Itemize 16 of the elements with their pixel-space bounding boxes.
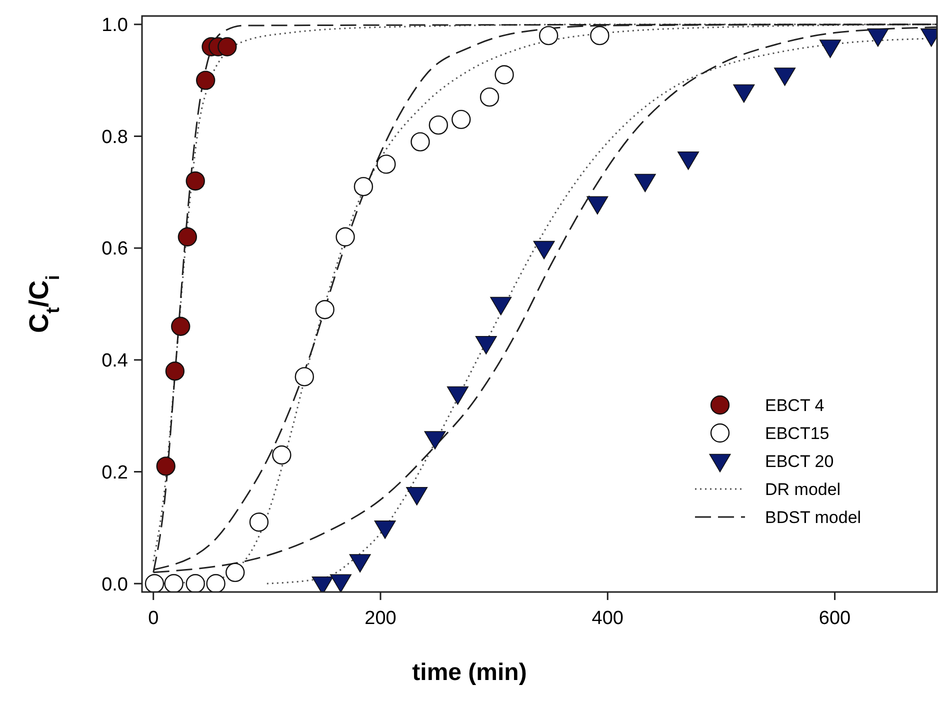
x-tick-label: 600 [818, 608, 851, 629]
legend-label: DR model [765, 480, 841, 499]
y-tick-label: 0.8 [102, 126, 128, 148]
x-tick-label: 400 [592, 608, 624, 629]
legend-label: EBCT 20 [765, 452, 834, 471]
x-axis-title: time (min) [412, 659, 527, 686]
y-tick-label: 0.0 [102, 574, 128, 596]
y-tick-label: 0.2 [102, 462, 128, 484]
legend-label: EBCT15 [765, 424, 830, 443]
legend-label: BDST model [765, 508, 862, 527]
x-tick-label: 0 [148, 608, 159, 629]
y-tick-label: 0.4 [102, 350, 128, 372]
y-tick-label: 0.6 [102, 238, 128, 260]
y-tick-label: 1.0 [102, 15, 128, 36]
legend-label: EBCT 4 [765, 396, 824, 415]
x-tick-label: 200 [364, 608, 396, 629]
